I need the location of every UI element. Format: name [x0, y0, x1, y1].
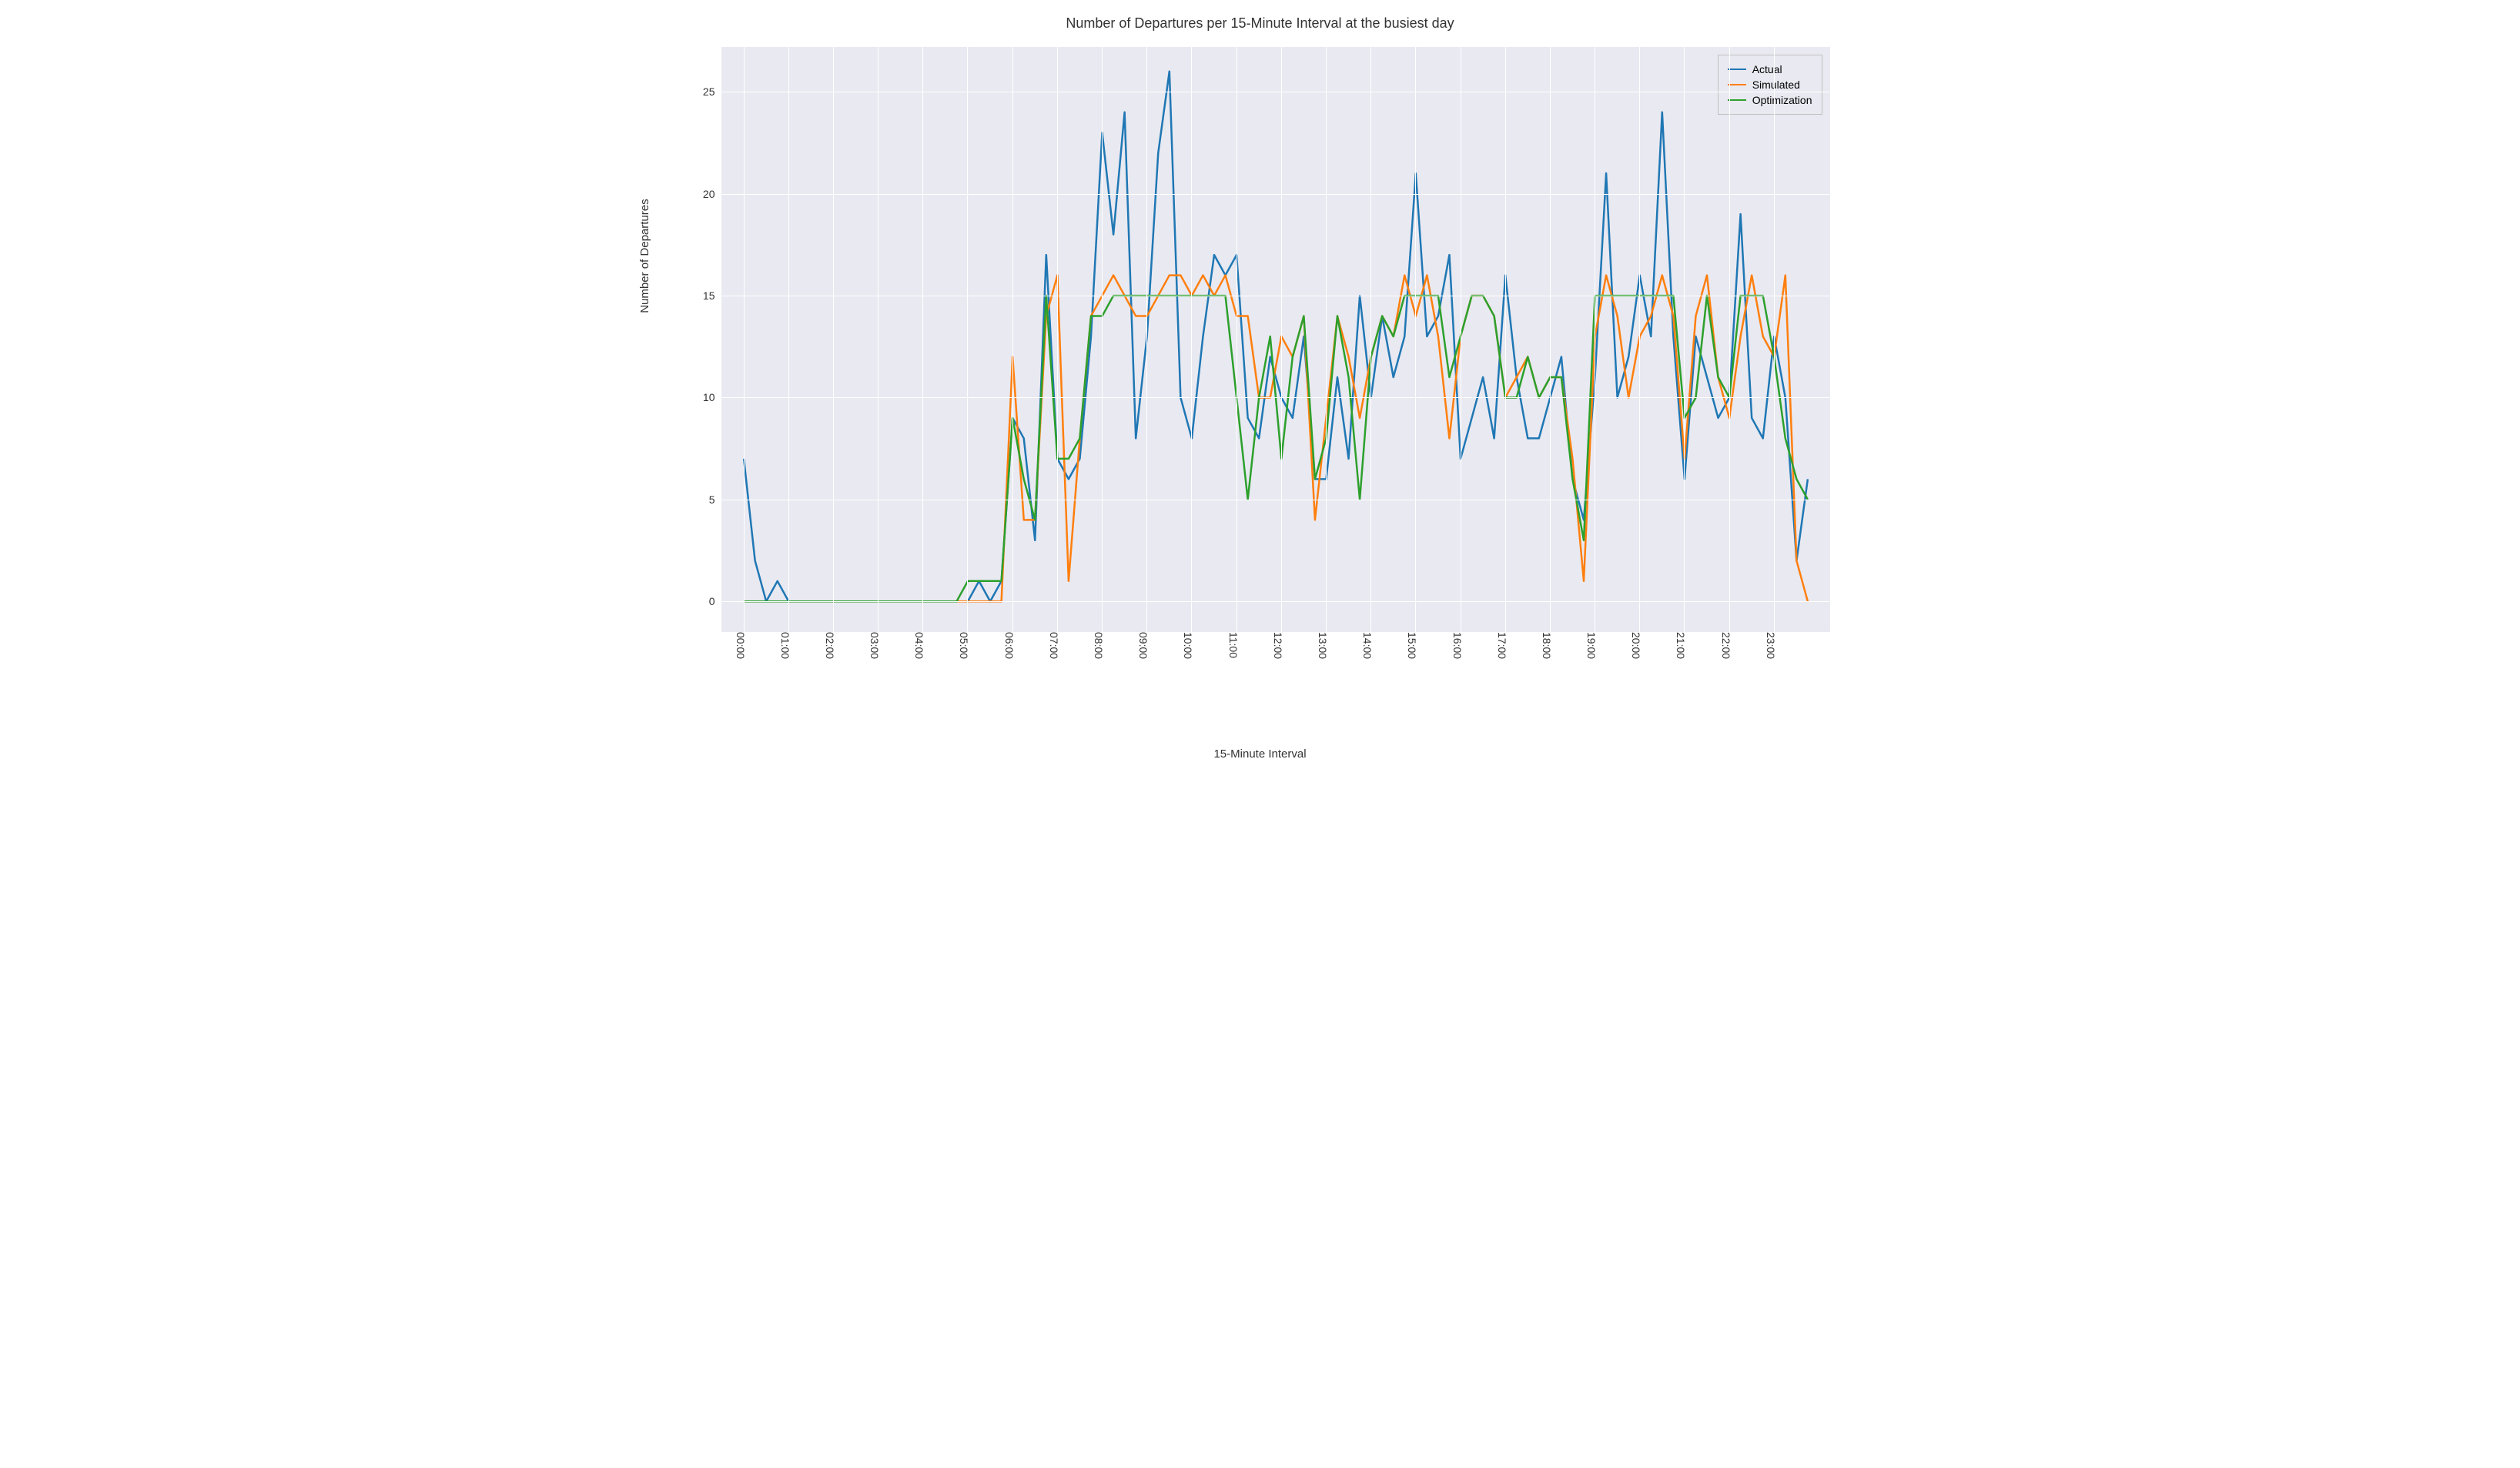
chart-container: Number of Departures per 15-Minute Inter… [675, 15, 1846, 701]
xtick-label: 13:00 [1317, 632, 1335, 659]
lines-svg [721, 47, 1830, 632]
ytick-label: 25 [703, 85, 721, 98]
xtick-label: 18:00 [1541, 632, 1559, 659]
plot-area: ActualSimulatedOptimization 051015202500… [721, 47, 1830, 632]
gridline-v [1057, 47, 1058, 632]
gridline-h [721, 194, 1830, 195]
ytick-label: 15 [703, 289, 721, 302]
gridline-v [967, 47, 968, 632]
gridline-v [1550, 47, 1551, 632]
xtick-label: 10:00 [1182, 632, 1200, 659]
ytick-label: 10 [703, 391, 721, 403]
xtick-label: 22:00 [1720, 632, 1739, 659]
gridline-v [1370, 47, 1371, 632]
gridline-v [1774, 47, 1775, 632]
xtick-label: 23:00 [1765, 632, 1783, 659]
xtick-label: 01:00 [779, 632, 798, 659]
legend-swatch [1728, 84, 1746, 86]
xtick-label: 19:00 [1585, 632, 1604, 659]
series-line-actual [744, 72, 1808, 602]
gridline-v [744, 47, 745, 632]
xtick-label: 06:00 [1003, 632, 1022, 659]
legend-item: Actual [1728, 62, 1812, 77]
xtick-label: 09:00 [1137, 632, 1156, 659]
legend-label: Simulated [1752, 79, 1800, 91]
gridline-h [721, 397, 1830, 398]
gridline-h [721, 601, 1830, 602]
legend-item: Optimization [1728, 92, 1812, 108]
gridline-v [1639, 47, 1640, 632]
xtick-label: 16:00 [1451, 632, 1470, 659]
xtick-label: 00:00 [735, 632, 753, 659]
gridline-v [833, 47, 834, 632]
xtick-label: 17:00 [1496, 632, 1514, 659]
legend-label: Optimization [1752, 94, 1812, 106]
gridline-v [1684, 47, 1685, 632]
ytick-label: 0 [709, 595, 721, 607]
xtick-label: 15:00 [1406, 632, 1424, 659]
xtick-label: 03:00 [868, 632, 887, 659]
xtick-label: 02:00 [824, 632, 842, 659]
xtick-label: 20:00 [1630, 632, 1648, 659]
gridline-v [788, 47, 789, 632]
xtick-label: 11:00 [1227, 632, 1246, 658]
xtick-label: 05:00 [958, 632, 976, 659]
xtick-label: 07:00 [1048, 632, 1066, 659]
xtick-label: 12:00 [1272, 632, 1290, 659]
xtick-label: 14:00 [1361, 632, 1380, 659]
series-line-optimization [744, 296, 1808, 601]
legend-label: Actual [1752, 63, 1782, 75]
x-axis-label: 15-Minute Interval [1213, 747, 1306, 761]
gridline-v [1415, 47, 1416, 632]
xtick-label: 04:00 [913, 632, 932, 659]
y-axis-label: Number of Departures [638, 199, 651, 313]
ytick-label: 20 [703, 188, 721, 200]
gridline-v [1326, 47, 1327, 632]
xtick-label: 21:00 [1675, 632, 1693, 659]
gridline-v [922, 47, 923, 632]
legend-item: Simulated [1728, 77, 1812, 92]
legend: Actual Simulated Optimization [1718, 55, 1822, 115]
gridline-v [1146, 47, 1147, 632]
gridline-v [1012, 47, 1013, 632]
gridline-v [1191, 47, 1192, 632]
xtick-label: 08:00 [1093, 632, 1111, 659]
gridline-v [1729, 47, 1730, 632]
ytick-label: 5 [709, 493, 721, 506]
gridline-v [1281, 47, 1282, 632]
plot-wrapper: Actual Simulated Optimization 0 5 10 15 20 25 00… [675, 39, 1846, 701]
gridline-v [1102, 47, 1103, 632]
legend-swatch [1728, 99, 1746, 102]
chart-title: Number of Departures per 15-Minute Inter… [675, 15, 1846, 32]
legend-swatch [1728, 69, 1746, 71]
gridline-v [1505, 47, 1506, 632]
